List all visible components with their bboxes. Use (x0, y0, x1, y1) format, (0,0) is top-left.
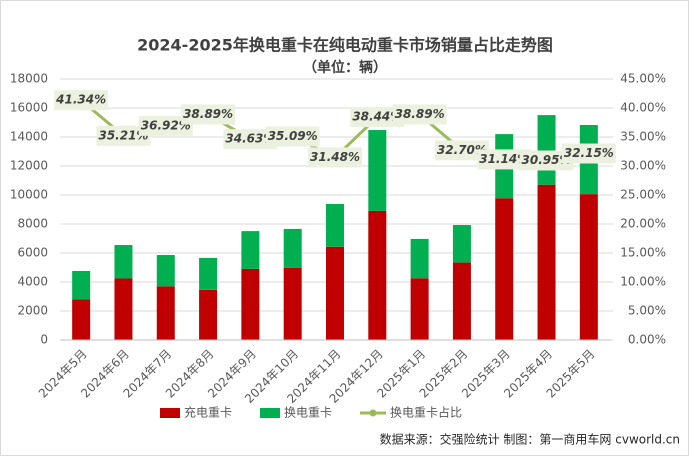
y-tick-label: 0 (40, 333, 48, 347)
y2-tick-label: 0.00% (628, 333, 666, 347)
y2-tick-label: 35.00% (620, 130, 666, 144)
y2-tick-label: 40.00% (620, 101, 666, 115)
y-tick-label: 14000 (10, 130, 48, 144)
value-label: 32.15% (564, 146, 614, 160)
value-label-box (138, 115, 193, 136)
value-label-box (96, 125, 151, 146)
y-tick-label: 18000 (10, 72, 48, 86)
y2-tick-label: 25.00% (620, 188, 666, 202)
y2-tick-label: 10.00% (620, 275, 666, 289)
bar (452, 262, 471, 340)
bar (156, 255, 175, 287)
y-tick-label: 16000 (10, 101, 48, 115)
y2-tick-label: 45.00% (620, 72, 666, 86)
value-label-box (561, 143, 616, 164)
value-label: 38.89% (183, 107, 233, 121)
value-label: 31.48% (310, 150, 360, 164)
y-tick-label: 12000 (10, 159, 48, 173)
legend-marker (369, 409, 377, 417)
y-tick-label: 10000 (10, 188, 48, 202)
bar (199, 289, 218, 340)
bar (199, 257, 218, 290)
bar (72, 270, 91, 300)
legend-label: 充电重卡 (184, 405, 232, 420)
y-tick-label: 6000 (17, 246, 48, 260)
value-label-box (223, 129, 278, 150)
value-label: 38.89% (395, 107, 445, 121)
value-label: 34.63% (225, 132, 275, 146)
bar (452, 225, 471, 263)
value-label: 35.09% (268, 129, 318, 143)
legend-swatch (260, 408, 280, 418)
value-label: 30.95% (522, 153, 572, 167)
chart-subtitle: （单位：辆） (303, 59, 387, 76)
bar (156, 286, 175, 340)
y-tick-label: 2000 (17, 304, 48, 318)
chart-title: 2024-2025年换电重卡在纯电动重卡市场销量占比走势图 (137, 36, 553, 55)
bar (114, 245, 133, 279)
y-tick-label: 8000 (17, 217, 48, 231)
value-label-box (308, 147, 362, 168)
bar (114, 278, 133, 340)
value-label-box (265, 126, 320, 147)
value-label-box (392, 104, 447, 125)
value-label-box (181, 104, 236, 125)
y-tick-label: 4000 (17, 275, 48, 289)
bar (326, 246, 344, 340)
bar (241, 268, 260, 340)
y2-tick-label: 5.00% (628, 304, 666, 318)
bar (537, 184, 556, 340)
bar (241, 231, 260, 269)
bar (579, 194, 598, 340)
value-label: 41.34% (55, 93, 106, 107)
bar (410, 238, 429, 279)
y2-tick-label: 30.00% (620, 159, 666, 173)
bar (283, 228, 302, 268)
bar (72, 299, 91, 340)
bar (368, 130, 387, 211)
bar (537, 115, 556, 185)
value-label-box (477, 149, 532, 170)
bar (283, 267, 302, 340)
bar (326, 203, 344, 247)
y2-tick-label: 15.00% (620, 246, 666, 260)
legend-swatch (160, 408, 180, 418)
value-label: 31.14% (479, 152, 529, 166)
y2-tick-label: 20.00% (620, 217, 666, 231)
value-label-box (350, 107, 405, 128)
value-label: 32.70% (437, 143, 487, 157)
value-label-box (434, 140, 489, 161)
bar (410, 278, 429, 340)
bar (495, 198, 514, 340)
value-label: 36.92% (141, 118, 191, 132)
value-label: 35.21% (98, 128, 148, 142)
legend-label: 换电重卡 (284, 406, 332, 420)
legend-label: 换电重卡占比 (390, 405, 462, 420)
bar (368, 210, 387, 340)
value-label: 38.44% (352, 110, 402, 124)
value-label-box (54, 90, 109, 111)
source: 数据来源：交强险统计 制图：第一商用车网 cvworld.cn (380, 432, 680, 447)
value-label-box (519, 150, 574, 171)
